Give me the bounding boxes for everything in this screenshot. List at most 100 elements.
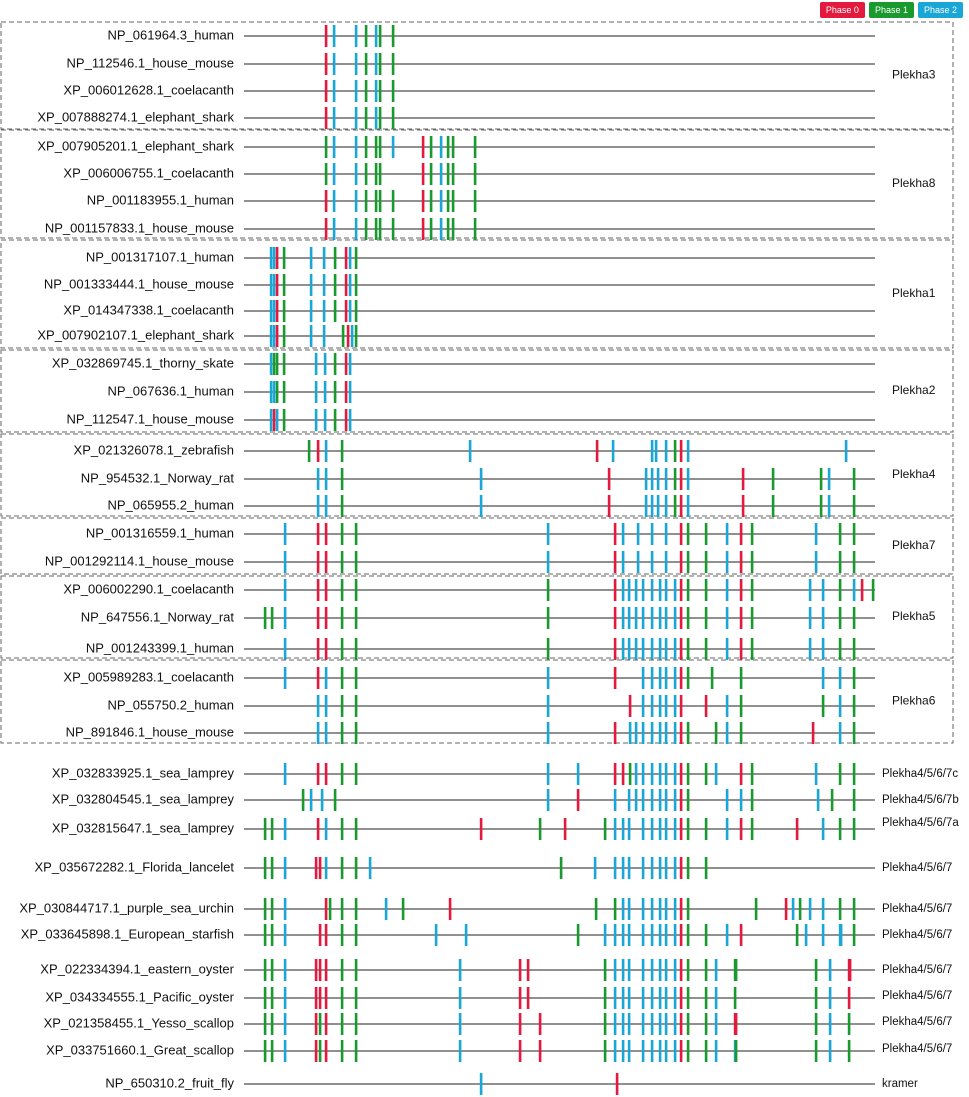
exon-phase-mark [838, 551, 842, 573]
exon-phase-mark [827, 495, 831, 517]
exon-phase-mark [734, 1013, 738, 1035]
sequence-label: XP_006012628.1_coelacanth [63, 82, 234, 97]
exon-phase-mark [673, 763, 677, 785]
group-box [0, 349, 954, 433]
exon-phase-mark [679, 440, 683, 462]
exon-phase-mark [348, 409, 352, 431]
exon-phase-mark [384, 898, 388, 920]
exon-phase-mark [852, 898, 856, 920]
exon-phase-mark [421, 136, 425, 158]
exon-phase-mark [621, 898, 625, 920]
exon-phase-mark [309, 789, 313, 811]
exon-phase-mark [750, 763, 754, 785]
family-label: Plekha4/5/6/7 [882, 1016, 952, 1028]
exon-phase-mark [607, 468, 611, 490]
exon-phase-mark [546, 579, 550, 601]
exon-phase-mark [673, 1013, 677, 1035]
exon-phase-mark [628, 695, 632, 717]
exon-phase-mark [771, 468, 775, 490]
legend-phase-0: Phase 0 [819, 2, 865, 18]
exon-phase-mark [771, 495, 775, 517]
exon-phase-mark [346, 325, 350, 347]
exon-phase-mark [546, 523, 550, 545]
exon-phase-mark [821, 695, 825, 717]
sequence-label: NP_065955.2_human [108, 497, 235, 512]
exon-phase-mark [679, 959, 683, 981]
exon-phase-mark [613, 857, 617, 879]
exon-phase-mark [340, 551, 344, 573]
exon-phase-mark [664, 695, 668, 717]
exon-phase-mark [318, 924, 322, 946]
exon-phase-mark [272, 353, 276, 375]
exon-phase-mark [628, 722, 632, 744]
exon-phase-mark [664, 987, 668, 1009]
exon-phase-mark [650, 695, 654, 717]
exon-phase-mark [664, 468, 668, 490]
exon-phase-mark [613, 607, 617, 629]
exon-phase-mark [658, 722, 662, 744]
exon-phase-mark [704, 579, 708, 601]
sequence-label: XP_005989283.1_coelacanth [63, 669, 234, 684]
exon-phase-mark [811, 722, 815, 744]
family-label: Plekha4/5/6/7 [882, 964, 952, 976]
group-box [0, 129, 954, 239]
exon-phase-mark [576, 763, 580, 785]
exon-phase-mark [634, 722, 638, 744]
exon-phase-mark [323, 353, 327, 375]
exon-phase-mark [664, 551, 668, 573]
exon-phase-mark [739, 638, 743, 660]
exon-phase-mark [272, 300, 276, 322]
family-label: Plekha4/5/6/7 [882, 1043, 952, 1055]
exon-phase-mark [324, 163, 328, 185]
exon-phase-mark [621, 607, 625, 629]
exon-phase-mark [739, 667, 743, 689]
exon-phase-mark [679, 695, 683, 717]
exon-phase-mark [673, 1040, 677, 1062]
exon-phase-mark [421, 190, 425, 212]
family-label: Plekha4/5/6/7c [882, 768, 958, 780]
exon-phase-mark [852, 667, 856, 689]
exon-phase-mark [852, 818, 856, 840]
exon-phase-mark [791, 898, 795, 920]
exon-phase-mark [664, 1040, 668, 1062]
exon-phase-mark [795, 924, 799, 946]
exon-phase-mark [733, 987, 737, 1009]
exon-phase-mark [658, 898, 662, 920]
exon-phase-mark [848, 959, 852, 981]
exon-phase-mark [641, 579, 645, 601]
exon-phase-mark [613, 987, 617, 1009]
exon-phase-mark [354, 857, 358, 879]
exon-phase-mark [391, 107, 395, 129]
exon-phase-mark [269, 353, 273, 375]
exon-phase-mark [391, 80, 395, 102]
exon-phase-mark [686, 898, 690, 920]
exon-phase-mark [686, 818, 690, 840]
exon-phase-mark [750, 789, 754, 811]
exon-phase-mark [354, 523, 358, 545]
exon-phase-mark [518, 1013, 522, 1035]
exon-phase-mark [714, 959, 718, 981]
exon-phase-mark [324, 722, 328, 744]
exon-phase-mark [518, 959, 522, 981]
exon-phase-mark [673, 818, 677, 840]
exon-phase-mark [741, 468, 745, 490]
exon-phase-mark [814, 523, 818, 545]
exon-phase-mark [391, 190, 395, 212]
exon-phase-mark [798, 898, 802, 920]
exon-phase-mark [750, 523, 754, 545]
exon-phase-mark [354, 274, 358, 296]
exon-phase-mark [658, 638, 662, 660]
exon-phase-mark [673, 898, 677, 920]
exon-phase-mark [734, 1040, 738, 1062]
exon-phase-mark [323, 381, 327, 403]
exon-phase-mark [621, 638, 625, 660]
exon-phase-mark [860, 579, 864, 601]
exon-phase-mark [324, 924, 328, 946]
exon-phase-mark [852, 924, 856, 946]
exon-phase-mark [354, 218, 358, 240]
exon-phase-mark [658, 1013, 662, 1035]
exon-phase-mark [301, 789, 305, 811]
exon-phase-mark [446, 136, 450, 158]
exon-phase-mark [828, 1040, 832, 1062]
exon-phase-mark [314, 381, 318, 403]
